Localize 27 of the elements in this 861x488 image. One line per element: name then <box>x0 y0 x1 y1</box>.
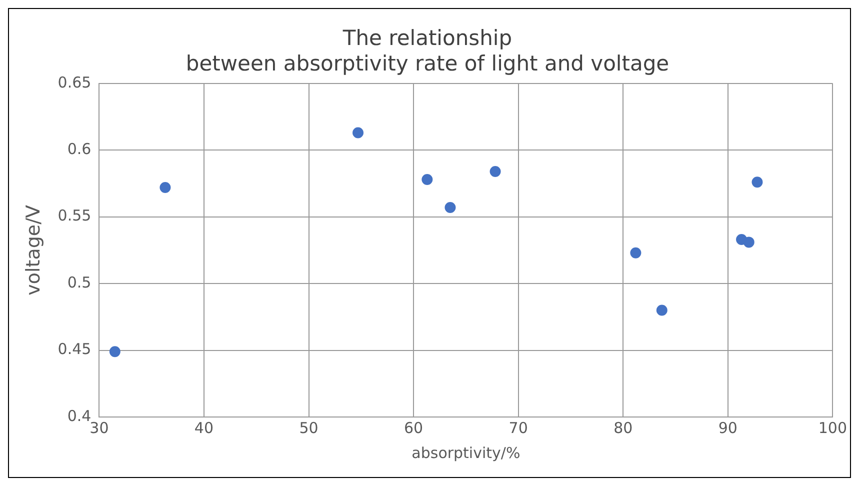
point <box>656 304 668 316</box>
y-axis-title: voltage/V <box>22 205 44 296</box>
chart-title: The relationship between absorptivity rate of light and voltage <box>186 26 670 76</box>
y-tick-label: 0.6 <box>67 140 92 158</box>
point <box>109 346 120 358</box>
point <box>490 166 501 177</box>
y-tick-label: 0.65 <box>58 73 92 92</box>
x-tick-label: 60 <box>404 418 424 437</box>
x-axis-title: absorptivity/% <box>412 444 520 462</box>
point <box>444 202 456 213</box>
y-tick-label: 0.5 <box>67 273 92 292</box>
point <box>160 182 171 193</box>
x-tick-label: 30 <box>90 418 109 437</box>
x-tick-label: 100 <box>818 418 848 437</box>
x-tick-label: 70 <box>508 418 528 437</box>
point <box>422 174 433 185</box>
y-tick-label: 0.4 <box>67 406 92 425</box>
point <box>630 247 642 258</box>
x-tick-label: 80 <box>614 418 633 437</box>
y-tick-label: 0.55 <box>58 206 92 225</box>
point <box>352 127 364 138</box>
y-tick-label: 0.45 <box>58 340 92 358</box>
x-tick-label: 90 <box>718 418 738 437</box>
x-tick-label: 50 <box>299 418 318 437</box>
point <box>743 236 754 248</box>
point <box>752 176 763 188</box>
x-tick-label: 40 <box>194 418 214 437</box>
